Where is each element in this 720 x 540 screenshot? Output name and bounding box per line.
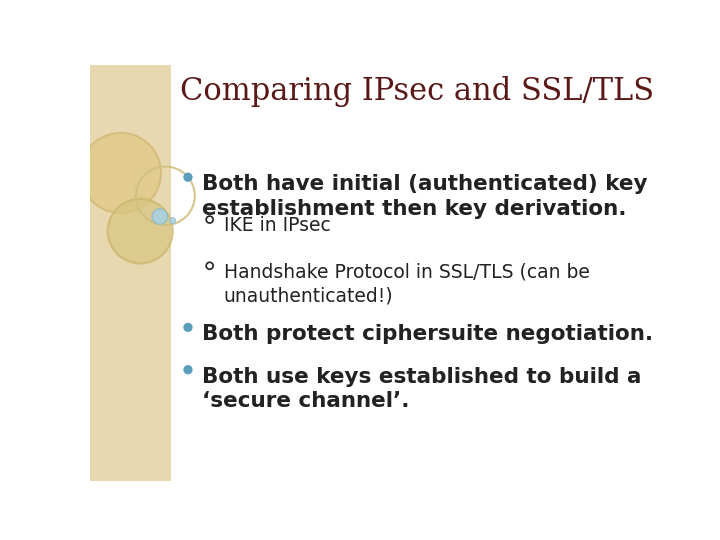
- Text: Both protect ciphersuite negotiation.: Both protect ciphersuite negotiation.: [202, 325, 653, 345]
- Circle shape: [108, 199, 173, 264]
- Circle shape: [152, 209, 168, 224]
- Text: Handshake Protocol in SSL/TLS (can be
unauthenticated!): Handshake Protocol in SSL/TLS (can be un…: [224, 262, 590, 305]
- Circle shape: [81, 133, 161, 213]
- Text: Comparing IPsec and SSL/TLS: Comparing IPsec and SSL/TLS: [180, 76, 654, 107]
- Circle shape: [184, 365, 193, 374]
- Text: Both have initial (authenticated) key
establishment then key derivation.: Both have initial (authenticated) key es…: [202, 174, 647, 219]
- Circle shape: [169, 218, 176, 224]
- Circle shape: [184, 323, 193, 332]
- Bar: [90, 65, 171, 481]
- Text: IKE in IPsec: IKE in IPsec: [224, 217, 330, 235]
- Circle shape: [184, 173, 193, 182]
- Text: Both use keys established to build a
‘secure channel’.: Both use keys established to build a ‘se…: [202, 367, 642, 411]
